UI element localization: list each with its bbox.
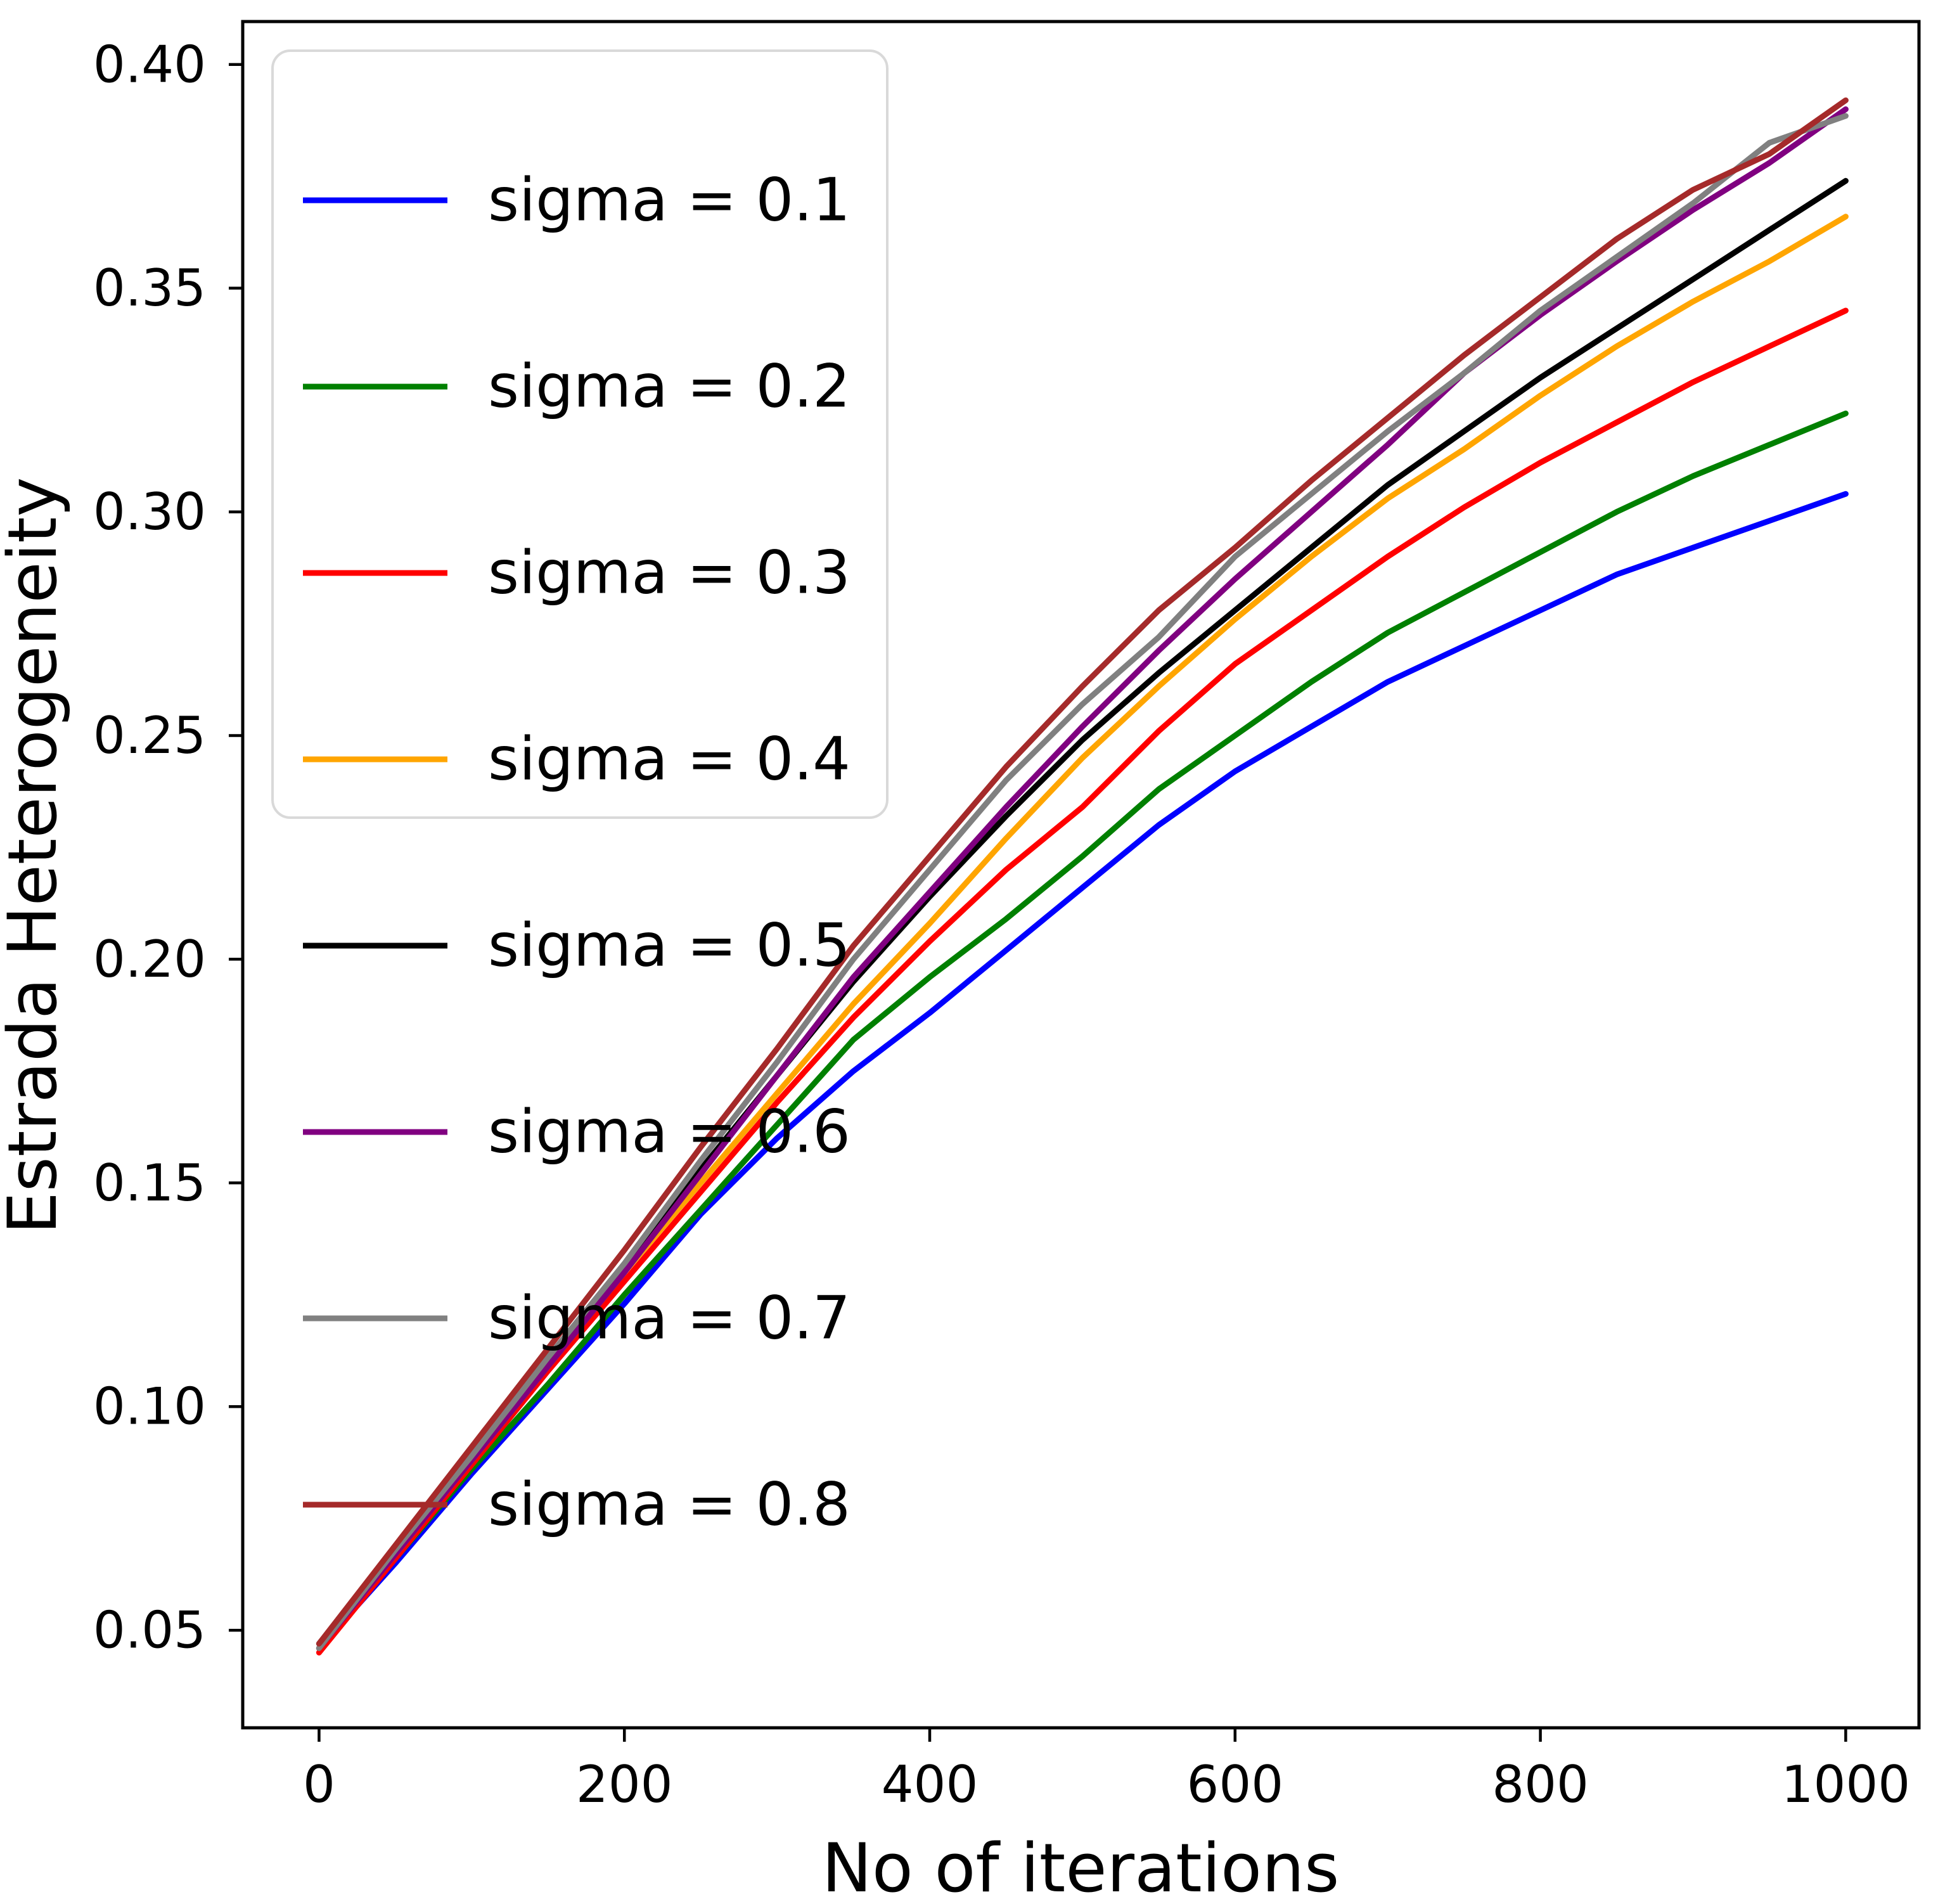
legend-label-sigma-0.2: sigma = 0.2 bbox=[488, 352, 850, 421]
y-tick-label-0.40: 0.40 bbox=[93, 35, 206, 94]
legend-entry-sigma-0.6: sigma = 0.6 bbox=[303, 1098, 850, 1167]
x-tick-label-600: 600 bbox=[1186, 1755, 1283, 1814]
x-tick-label-400: 400 bbox=[882, 1755, 979, 1814]
legend-label-sigma-0.8: sigma = 0.8 bbox=[488, 1470, 850, 1540]
series-line-sigma-0.3 bbox=[316, 307, 1849, 1656]
x-tick-label-200: 200 bbox=[576, 1755, 673, 1814]
y-tick-label-0.20: 0.20 bbox=[93, 930, 206, 989]
x-tick-label-1000: 1000 bbox=[1781, 1755, 1911, 1814]
x-tick-label-800: 800 bbox=[1492, 1755, 1589, 1814]
legend-label-sigma-0.6: sigma = 0.6 bbox=[488, 1098, 850, 1167]
series-line-sigma-0.8 bbox=[316, 97, 1849, 1647]
series-line-sigma-0.1 bbox=[316, 491, 1849, 1651]
legend-entry-sigma-0.7: sigma = 0.7 bbox=[303, 1284, 850, 1353]
legend-box bbox=[271, 49, 889, 819]
series-line-sigma-0.6 bbox=[316, 106, 1849, 1651]
y-tick-label-0.15: 0.15 bbox=[93, 1154, 206, 1213]
plot-area bbox=[241, 20, 1921, 1730]
y-axis-ticks: 0.05 0.10 0.15 0.20 0.25 0.30 0.35 0.40 bbox=[93, 35, 243, 1660]
legend-entry-sigma-0.3: sigma = 0.3 bbox=[303, 539, 850, 608]
y-tick-label-0.10: 0.10 bbox=[93, 1377, 206, 1436]
legend-entry-sigma-0.4: sigma = 0.4 bbox=[303, 725, 850, 794]
legend-label-sigma-0.7: sigma = 0.7 bbox=[488, 1284, 850, 1353]
y-tick-label-0.25: 0.25 bbox=[93, 706, 206, 765]
x-axis-ticks: 0 200 400 600 800 1000 bbox=[303, 1728, 1910, 1814]
x-axis-label: No of iterations bbox=[822, 1829, 1340, 1904]
legend-label-sigma-0.3: sigma = 0.3 bbox=[488, 539, 850, 608]
legend-label-sigma-0.4: sigma = 0.4 bbox=[488, 725, 850, 794]
y-axis-label: Estrada Heterogeneity bbox=[0, 477, 72, 1235]
series-lines bbox=[316, 97, 1849, 1656]
legend-entry-sigma-0.1: sigma = 0.1 bbox=[303, 166, 850, 235]
legend: sigma = 0.1 sigma = 0.2 sigma = 0.3 sigma =… bbox=[271, 49, 889, 1540]
legend-entry-sigma-0.2: sigma = 0.2 bbox=[303, 352, 850, 421]
y-tick-label-0.05: 0.05 bbox=[93, 1601, 206, 1660]
y-tick-label-0.30: 0.30 bbox=[93, 482, 206, 541]
y-tick-label-0.35: 0.35 bbox=[93, 259, 206, 318]
legend-label-sigma-0.1: sigma = 0.1 bbox=[488, 166, 850, 235]
x-tick-label-0: 0 bbox=[303, 1755, 335, 1814]
legend-label-sigma-0.5: sigma = 0.5 bbox=[488, 911, 850, 981]
series-line-sigma-0.7 bbox=[316, 113, 1849, 1651]
legend-entry-sigma-0.5: sigma = 0.5 bbox=[303, 911, 850, 981]
legend-entry-sigma-0.8: sigma = 0.8 bbox=[303, 1470, 850, 1540]
series-line-sigma-0.2 bbox=[316, 410, 1849, 1651]
